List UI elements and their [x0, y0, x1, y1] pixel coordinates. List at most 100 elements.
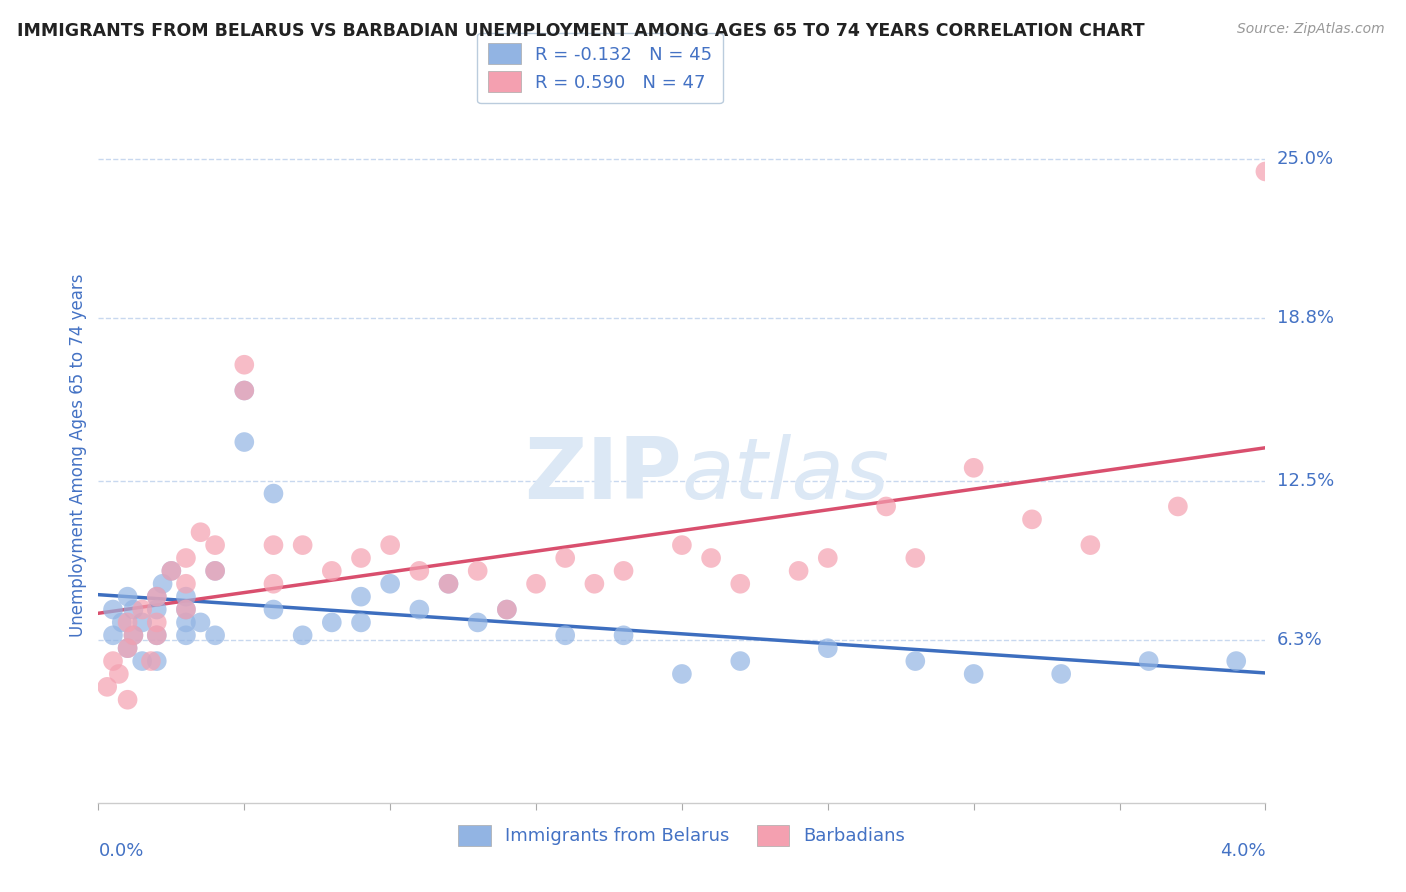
- Text: 4.0%: 4.0%: [1220, 842, 1265, 860]
- Point: [131, 602, 153, 616]
- Point: [108, 667, 131, 681]
- Point: [1080, 538, 1102, 552]
- Point: [408, 564, 430, 578]
- Point: [131, 654, 153, 668]
- Point: [117, 692, 139, 706]
- Point: [496, 602, 519, 616]
- Point: [321, 615, 343, 630]
- Point: [152, 576, 174, 591]
- Point: [262, 538, 284, 552]
- Point: [160, 564, 183, 578]
- Point: [524, 576, 547, 591]
- Text: ZIP: ZIP: [524, 434, 682, 517]
- Point: [291, 538, 314, 552]
- Point: [350, 551, 373, 566]
- Point: [233, 384, 256, 398]
- Point: [467, 564, 489, 578]
- Point: [1225, 654, 1247, 668]
- Point: [875, 500, 897, 514]
- Point: [122, 602, 145, 616]
- Point: [174, 615, 197, 630]
- Point: [1137, 654, 1160, 668]
- Point: [174, 590, 197, 604]
- Point: [730, 576, 752, 591]
- Legend: Immigrants from Belarus, Barbadians: Immigrants from Belarus, Barbadians: [451, 818, 912, 853]
- Text: 25.0%: 25.0%: [1277, 150, 1334, 168]
- Point: [111, 615, 134, 630]
- Text: 12.5%: 12.5%: [1277, 472, 1334, 490]
- Point: [962, 460, 984, 475]
- Text: atlas: atlas: [682, 434, 890, 517]
- Point: [380, 576, 402, 591]
- Point: [101, 602, 124, 616]
- Text: 6.3%: 6.3%: [1277, 632, 1322, 649]
- Point: [291, 628, 314, 642]
- Point: [554, 628, 576, 642]
- Point: [96, 680, 118, 694]
- Point: [700, 551, 723, 566]
- Point: [437, 576, 460, 591]
- Point: [101, 654, 124, 668]
- Text: 0.0%: 0.0%: [98, 842, 143, 860]
- Point: [1050, 667, 1073, 681]
- Point: [233, 358, 256, 372]
- Point: [233, 384, 256, 398]
- Point: [174, 628, 197, 642]
- Point: [262, 602, 284, 616]
- Point: [174, 602, 197, 616]
- Point: [146, 615, 169, 630]
- Point: [190, 615, 212, 630]
- Point: [437, 576, 460, 591]
- Point: [233, 435, 256, 450]
- Point: [204, 564, 226, 578]
- Point: [554, 551, 576, 566]
- Y-axis label: Unemployment Among Ages 65 to 74 years: Unemployment Among Ages 65 to 74 years: [69, 273, 87, 637]
- Point: [262, 486, 284, 500]
- Point: [101, 628, 124, 642]
- Point: [350, 590, 373, 604]
- Point: [122, 628, 145, 642]
- Point: [612, 564, 634, 578]
- Point: [904, 551, 927, 566]
- Point: [496, 602, 519, 616]
- Point: [262, 576, 284, 591]
- Point: [612, 628, 634, 642]
- Point: [204, 564, 226, 578]
- Point: [122, 628, 145, 642]
- Point: [174, 576, 197, 591]
- Point: [131, 615, 153, 630]
- Point: [1021, 512, 1043, 526]
- Point: [671, 538, 693, 552]
- Point: [190, 525, 212, 540]
- Point: [671, 667, 693, 681]
- Point: [139, 654, 162, 668]
- Point: [904, 654, 927, 668]
- Text: IMMIGRANTS FROM BELARUS VS BARBADIAN UNEMPLOYMENT AMONG AGES 65 TO 74 YEARS CORR: IMMIGRANTS FROM BELARUS VS BARBADIAN UNE…: [17, 22, 1144, 40]
- Point: [117, 590, 139, 604]
- Point: [174, 551, 197, 566]
- Point: [321, 564, 343, 578]
- Point: [817, 551, 839, 566]
- Point: [962, 667, 984, 681]
- Point: [117, 615, 139, 630]
- Point: [1254, 164, 1277, 178]
- Point: [380, 538, 402, 552]
- Point: [204, 538, 226, 552]
- Point: [350, 615, 373, 630]
- Point: [787, 564, 810, 578]
- Point: [146, 590, 169, 604]
- Point: [204, 628, 226, 642]
- Point: [174, 602, 197, 616]
- Point: [1167, 500, 1189, 514]
- Point: [146, 628, 169, 642]
- Point: [146, 590, 169, 604]
- Point: [117, 641, 139, 656]
- Point: [730, 654, 752, 668]
- Point: [408, 602, 430, 616]
- Text: 18.8%: 18.8%: [1277, 310, 1333, 327]
- Point: [160, 564, 183, 578]
- Text: Source: ZipAtlas.com: Source: ZipAtlas.com: [1237, 22, 1385, 37]
- Point: [117, 641, 139, 656]
- Point: [146, 628, 169, 642]
- Point: [583, 576, 606, 591]
